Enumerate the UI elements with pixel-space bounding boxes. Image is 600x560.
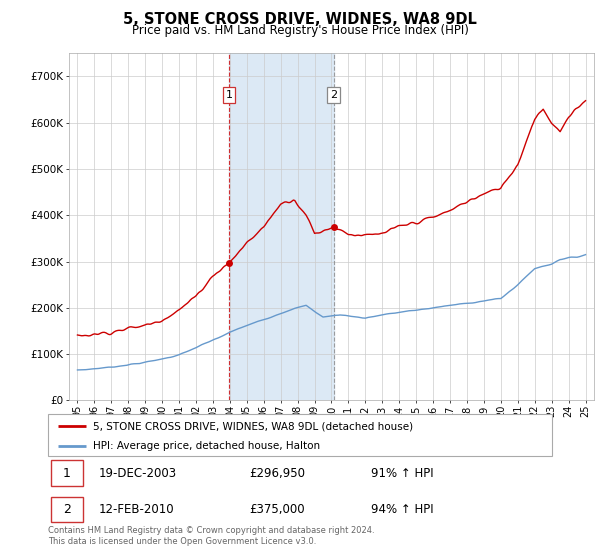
Text: 1: 1 — [63, 467, 71, 480]
Text: HPI: Average price, detached house, Halton: HPI: Average price, detached house, Halt… — [94, 441, 320, 451]
Text: 5, STONE CROSS DRIVE, WIDNES, WA8 9DL (detached house): 5, STONE CROSS DRIVE, WIDNES, WA8 9DL (d… — [94, 421, 413, 431]
Bar — [50, 497, 83, 522]
Text: 1: 1 — [226, 90, 233, 100]
Text: £375,000: £375,000 — [250, 503, 305, 516]
Text: 2: 2 — [330, 90, 337, 100]
Text: £296,950: £296,950 — [250, 467, 305, 480]
Bar — [50, 460, 83, 486]
Text: 91% ↑ HPI: 91% ↑ HPI — [371, 467, 433, 480]
Text: Price paid vs. HM Land Registry's House Price Index (HPI): Price paid vs. HM Land Registry's House … — [131, 24, 469, 37]
Text: 12-FEB-2010: 12-FEB-2010 — [98, 503, 174, 516]
Text: 19-DEC-2003: 19-DEC-2003 — [98, 467, 176, 480]
Text: 2: 2 — [63, 503, 71, 516]
Text: 94% ↑ HPI: 94% ↑ HPI — [371, 503, 433, 516]
Text: Contains HM Land Registry data © Crown copyright and database right 2024.
This d: Contains HM Land Registry data © Crown c… — [48, 526, 374, 546]
Text: 5, STONE CROSS DRIVE, WIDNES, WA8 9DL: 5, STONE CROSS DRIVE, WIDNES, WA8 9DL — [123, 12, 477, 27]
Bar — [229, 53, 334, 400]
